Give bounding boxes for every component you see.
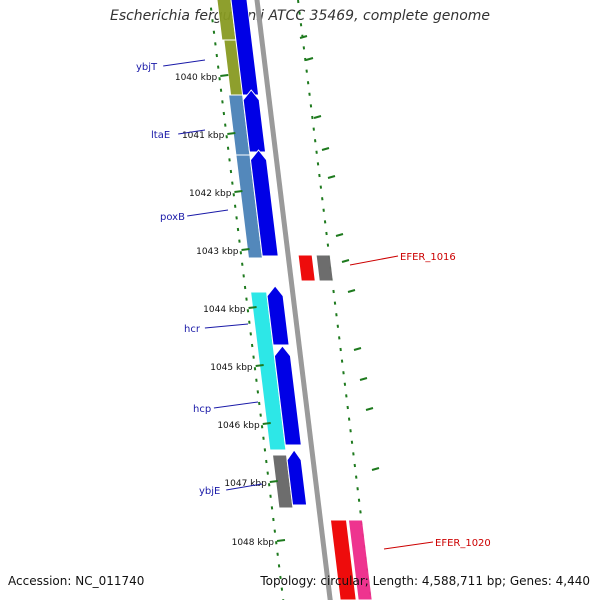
cds-blue-arrow xyxy=(249,149,279,257)
scale-tick xyxy=(269,480,278,483)
scale-tick xyxy=(255,364,264,367)
gene-leader-line xyxy=(204,323,249,329)
gene-label: ltaE xyxy=(151,130,170,141)
tick-dash xyxy=(347,289,356,293)
tick-dash xyxy=(299,35,308,39)
scale-label: 1045 kbp xyxy=(210,363,253,373)
scale-tick xyxy=(276,539,286,542)
tick-dash xyxy=(305,57,314,61)
feature-label: EFER_1016 xyxy=(400,252,456,263)
tick-dash xyxy=(353,347,362,351)
gene-leader-line xyxy=(226,483,263,491)
cds-hcr-hcp xyxy=(250,291,287,451)
gene-labels: ybjT ltaE poxB hcr hcp ybjE xyxy=(136,59,263,497)
scale-tick xyxy=(241,248,250,251)
accession-text: Accession: NC_011740 xyxy=(8,574,145,588)
tick-dash xyxy=(341,259,350,263)
cds-blue-arrow xyxy=(286,449,308,506)
gene-label: hcp xyxy=(193,404,211,415)
backbone-line xyxy=(254,0,333,600)
feature-leader-line xyxy=(349,255,399,266)
scale-label: 1046 kbp xyxy=(217,421,260,431)
scale-label: 1042 kbp xyxy=(189,189,232,199)
tick-dash xyxy=(327,175,336,179)
feature-label: EFER_1020 xyxy=(435,538,491,549)
gene-leader-line xyxy=(187,209,229,217)
scale-tick xyxy=(220,74,229,77)
tick-dash xyxy=(365,407,374,411)
cds-pink xyxy=(347,519,373,600)
gene-label: ybjT xyxy=(136,62,158,73)
tick-dash xyxy=(371,467,380,471)
gene-leader-line xyxy=(213,401,259,409)
scale-label: 1044 kbp xyxy=(203,305,246,315)
gene-label: hcr xyxy=(184,324,201,335)
tick-dash xyxy=(321,147,330,151)
scale-label: 1043 kbp xyxy=(196,247,239,257)
scale-tick xyxy=(248,306,257,309)
cds-EFER_1020-red xyxy=(329,519,357,600)
scale-tick xyxy=(227,132,236,135)
gene-leader-line xyxy=(163,59,206,67)
cds-gray xyxy=(315,254,334,282)
gene-label: poxB xyxy=(160,212,185,223)
feature-leader-line xyxy=(383,541,434,550)
map-title: Escherichia fergusonii ATCC 35469, compl… xyxy=(109,8,491,24)
gene-label: ybjE xyxy=(199,486,220,497)
cds-EFER_1016-red xyxy=(297,254,316,282)
genome-backbone xyxy=(254,0,333,600)
feature-labels: EFER_1016 EFER_1020 xyxy=(349,252,491,550)
outer-tick-ring xyxy=(297,0,380,595)
cds-blue-arrow xyxy=(266,285,290,346)
scale-tick xyxy=(234,190,243,193)
tick-dash xyxy=(335,233,344,237)
gene-leader-line xyxy=(178,129,206,135)
scale-label: 1041 kbp xyxy=(182,131,225,141)
scale-labels: 1040 kbp 1041 kbp 1042 kbp 1043 kbp 1044 kbp… xyxy=(175,73,286,548)
tick-dash xyxy=(359,377,368,381)
scale-label: 1048 kbp xyxy=(232,538,275,548)
feature-track xyxy=(216,0,373,600)
scale-label: 1040 kbp xyxy=(175,73,218,83)
tick-dash xyxy=(313,115,322,119)
scale-tick xyxy=(262,422,271,425)
inner-tick-ring xyxy=(209,7,285,600)
scale-label: 1047 kbp xyxy=(224,479,267,489)
genome-stats-text: Topology: circular; Length: 4,588,711 bp… xyxy=(260,574,590,588)
cds-poxB xyxy=(235,154,264,259)
cds-blue-arrow xyxy=(273,345,302,446)
